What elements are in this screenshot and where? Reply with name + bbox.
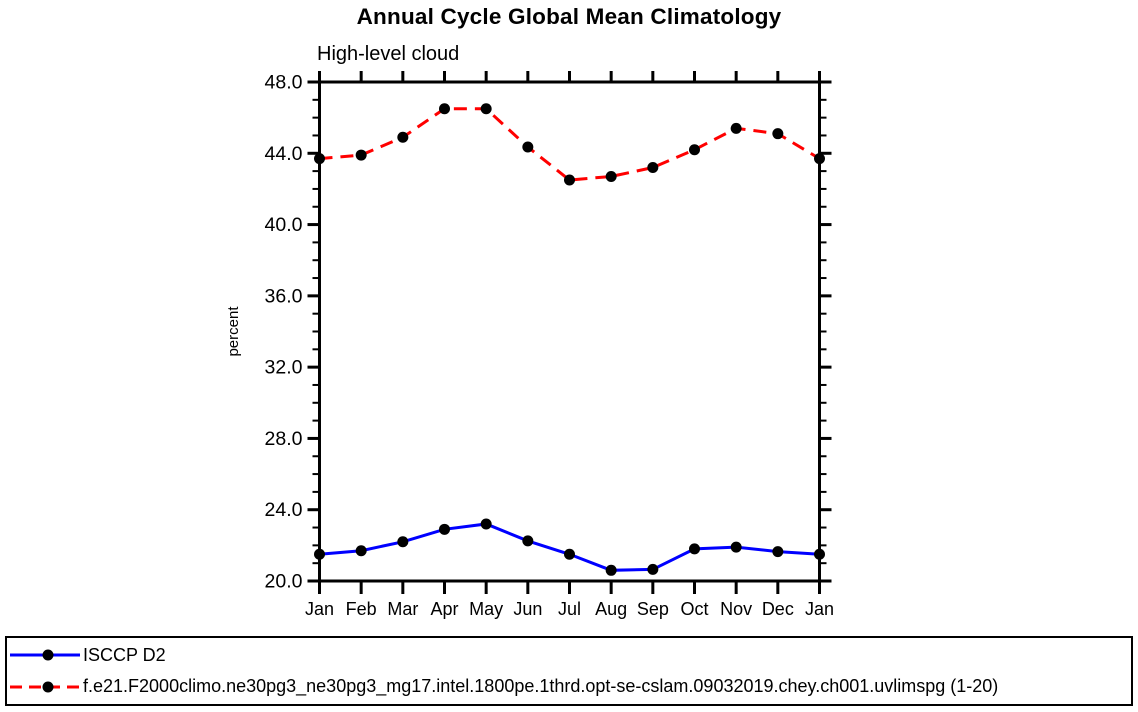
chart-subtitle: High-level cloud (317, 43, 460, 65)
series-point (522, 535, 534, 547)
x-axis-tick-label: Sep (637, 599, 669, 619)
x-axis-tick-label: Aug (595, 599, 627, 619)
series-point (314, 153, 325, 165)
x-axis-tick-label: Jan (305, 599, 334, 619)
y-axis-tick-label: 20.0 (265, 571, 303, 593)
legend-marker-dot (42, 681, 54, 693)
y-axis-title: percent (225, 306, 242, 357)
y-axis-tick-label: 40.0 (265, 214, 303, 236)
series-point (439, 103, 450, 115)
x-axis-tick-label: May (469, 599, 503, 619)
series-point (772, 546, 784, 558)
series-point (439, 523, 450, 535)
x-axis-tick-label: Nov (720, 599, 752, 619)
series-point (689, 144, 700, 156)
series-line-0 (319, 522, 820, 572)
series-point (772, 128, 784, 140)
y-axis-tick-label: 24.0 (265, 499, 303, 521)
x-axis-tick-label: Mar (387, 599, 418, 619)
legend-marker-dot (42, 649, 54, 661)
legend-label-isccp-d2: ISCCP D2 (83, 644, 166, 665)
series-line-1 (319, 107, 821, 182)
plot-canvas: 20.0 24.0 28.0 32.0 36.0 40.0 44.0 48.0 Jan Feb Ma… (225, 71, 834, 619)
x-axis-tick-label: Oct (680, 599, 708, 619)
x-axis-tick-label: Apr (430, 599, 458, 619)
y-axis-tick-label: 36.0 (265, 285, 303, 307)
x-axis-tick-label: Dec (762, 599, 794, 619)
legend-item-isccp-d2: ISCCP D2 (7, 641, 1131, 669)
y-axis-tick-label: 28.0 (265, 428, 303, 450)
legend-box: ISCCP D2 f.e21.F2000climo.ne30pg3_ne30pg… (5, 636, 1133, 706)
y-axis-tick-label: 44.0 (265, 143, 303, 165)
series-point (564, 174, 575, 186)
plot-frame (318, 80, 821, 583)
legend-label-model-run: f.e21.F2000climo.ne30pg3_ne30pg3_mg17.in… (83, 676, 999, 697)
series-point (522, 141, 534, 153)
x-axis-tick-label: Jan (805, 599, 834, 619)
x-axis-tick-label: Feb (346, 599, 377, 619)
series-point (689, 543, 700, 555)
series-point (605, 170, 617, 182)
chart-title: Annual Cycle Global Mean Climatology (356, 4, 782, 29)
x-axis-tick-label: Jun (513, 599, 542, 619)
series-point (730, 541, 742, 553)
series-point (480, 103, 492, 115)
series-point (564, 548, 575, 560)
series-point (814, 153, 825, 165)
series-point (647, 563, 659, 575)
y-axis-tick-label: 48.0 (265, 72, 303, 94)
series-point (730, 122, 742, 134)
series-point (814, 548, 825, 560)
series-point (605, 564, 617, 576)
x-axis-tick-label: Jul (558, 599, 581, 619)
series-point (355, 149, 367, 161)
legend-dashed-line-icon (10, 681, 80, 693)
series-point (397, 131, 409, 143)
legend-solid-line-icon (10, 649, 80, 661)
y-axis-tick-label: 32.0 (265, 357, 303, 379)
series-point (647, 162, 659, 174)
series-point (314, 548, 325, 560)
series-point (355, 545, 367, 557)
series-point (480, 518, 492, 530)
series-point (397, 536, 409, 548)
legend-item-model-run: f.e21.F2000climo.ne30pg3_ne30pg3_mg17.in… (7, 673, 1131, 701)
